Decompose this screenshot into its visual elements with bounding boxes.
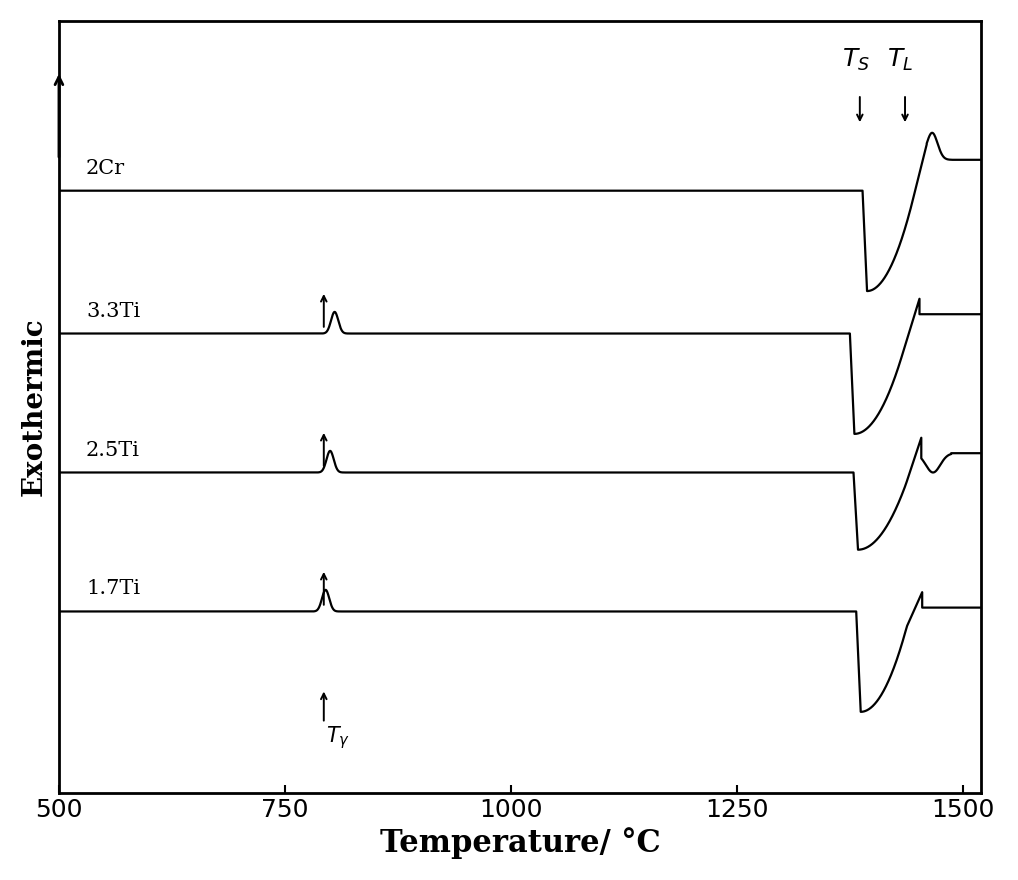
Text: $T_{L}$: $T_{L}$	[887, 48, 912, 73]
Text: $T_{\gamma}$: $T_{\gamma}$	[326, 724, 349, 752]
Text: 3.3Ti: 3.3Ti	[87, 302, 140, 320]
Text: 2Cr: 2Cr	[87, 158, 125, 178]
Text: 2.5Ti: 2.5Ti	[87, 441, 140, 459]
Text: 1.7Ti: 1.7Ti	[87, 580, 140, 598]
Text: $T_{S}$: $T_{S}$	[842, 48, 870, 73]
Y-axis label: Exothermic: Exothermic	[20, 318, 48, 496]
X-axis label: Temperature/ °C: Temperature/ °C	[380, 827, 661, 859]
